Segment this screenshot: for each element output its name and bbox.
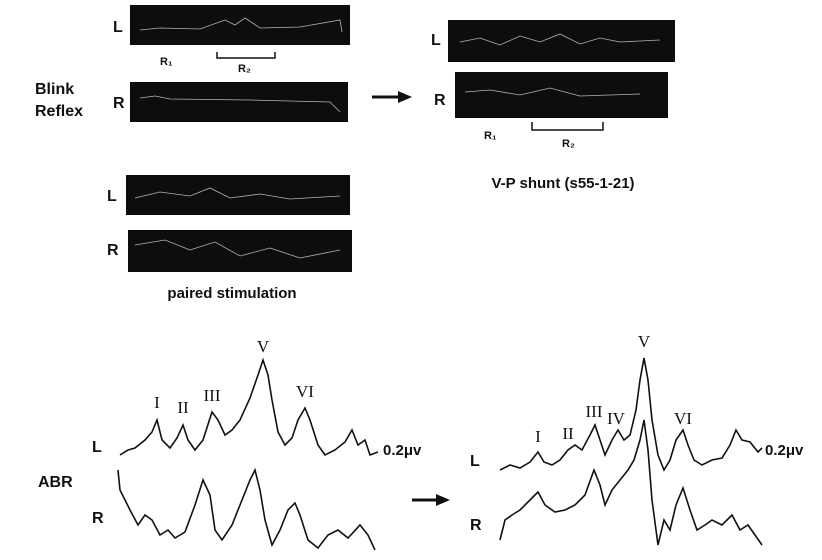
- component-label: R₁: [160, 56, 173, 68]
- recording: [130, 5, 350, 45]
- side-label: R: [113, 95, 125, 112]
- bracket: [532, 122, 603, 130]
- side-label: L: [92, 439, 102, 456]
- component-label: R₁: [484, 130, 497, 142]
- side-label: L: [470, 453, 480, 470]
- component-label: R₂: [562, 138, 575, 150]
- peak-label: I: [154, 393, 160, 412]
- abr-trace: [118, 470, 375, 550]
- blink-label: Reflex: [35, 103, 83, 120]
- side-label: L: [431, 32, 441, 49]
- blink-label: Blink: [35, 81, 74, 98]
- figure: Blink Reflex L R R₁ R₂ L R R₁ R₂ V-P shu…: [0, 0, 822, 560]
- peak-label: II: [177, 398, 189, 417]
- peak-label: V: [257, 337, 270, 356]
- recording: [126, 175, 350, 215]
- peak-label: V: [638, 332, 651, 351]
- side-label: R: [92, 510, 104, 527]
- caption: V-P shunt (s55-1-21): [491, 175, 634, 192]
- peak-label: I: [535, 427, 541, 446]
- recording: [128, 230, 352, 272]
- bracket: [217, 52, 275, 58]
- recording: [455, 72, 668, 118]
- abr-trace: [500, 358, 762, 470]
- peak-label: IV: [607, 409, 626, 428]
- abr-label: ABR: [38, 474, 73, 491]
- arrow-head: [398, 91, 412, 103]
- component-label: R₂: [238, 63, 251, 75]
- scale-label: 0.2μv: [383, 442, 422, 459]
- caption: paired stimulation: [167, 285, 296, 302]
- peak-label: III: [586, 402, 603, 421]
- side-label: R: [434, 92, 446, 109]
- peak-label: III: [204, 386, 221, 405]
- side-label: R: [107, 242, 119, 259]
- side-label: L: [113, 19, 123, 36]
- peak-label: II: [562, 424, 574, 443]
- side-label: R: [470, 517, 482, 534]
- peak-label: VI: [296, 382, 314, 401]
- scale-label: 0.2μv: [765, 442, 804, 459]
- side-label: L: [107, 188, 117, 205]
- arrow-head: [436, 494, 450, 506]
- peak-label: VI: [674, 409, 692, 428]
